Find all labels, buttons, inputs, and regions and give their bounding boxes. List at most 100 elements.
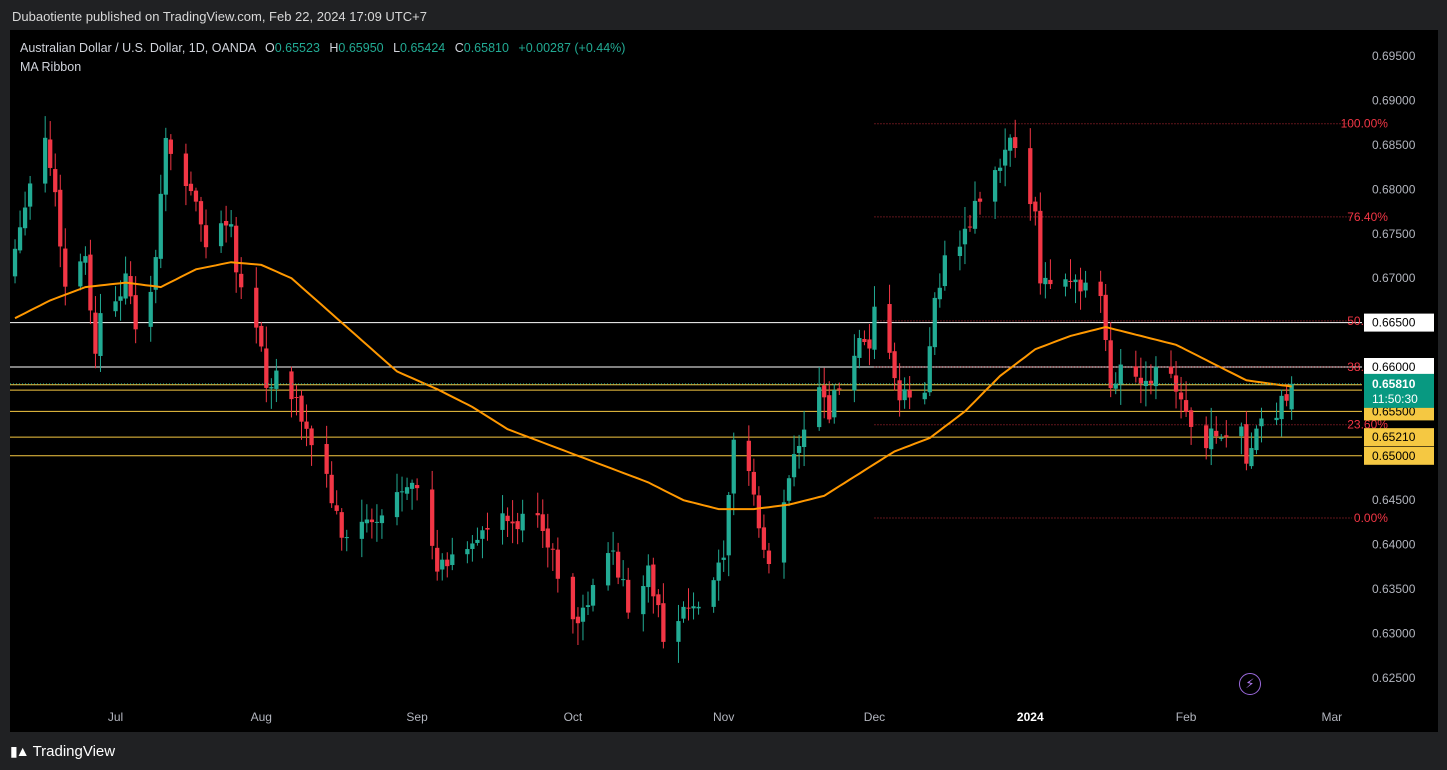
candle-body xyxy=(485,527,490,530)
candle-body xyxy=(53,169,58,193)
candle-body xyxy=(751,471,756,495)
x-tick-label: Sep xyxy=(406,710,428,724)
footer-brand: ▮▲ TradingView xyxy=(10,740,115,762)
candle-body xyxy=(1244,424,1249,464)
candle-body xyxy=(364,519,369,524)
candle-body xyxy=(1289,383,1294,410)
candle-body xyxy=(309,428,314,446)
candle-body xyxy=(716,562,721,581)
candle-body xyxy=(796,445,802,453)
candle-body xyxy=(168,139,173,154)
candle-body xyxy=(962,228,968,245)
x-tick-label: Aug xyxy=(251,710,272,724)
price-chart[interactable]: 0.69500 0.69000 0.68500 0.68000 0.67500 0.670… xyxy=(10,30,1438,732)
candle-body xyxy=(304,421,309,429)
y-tick-label: 0.63500 xyxy=(1372,582,1416,596)
candle-body xyxy=(1083,282,1088,291)
candle-body xyxy=(1038,210,1043,284)
candle-body xyxy=(907,390,912,398)
candle-body xyxy=(193,190,199,202)
candle-body xyxy=(153,257,158,290)
candle-body xyxy=(761,527,767,550)
candle-body xyxy=(404,487,410,494)
candle-body xyxy=(334,505,339,511)
x-tick-label: 2024 xyxy=(1017,710,1044,724)
candle-body xyxy=(786,478,792,501)
candle-body xyxy=(1219,437,1224,439)
brand-name: TradingView xyxy=(32,743,116,760)
candle-body xyxy=(686,607,691,609)
candle-body xyxy=(83,256,88,263)
candle-body xyxy=(721,557,726,560)
candle-body xyxy=(218,223,224,247)
low-value: 0.65424 xyxy=(400,41,446,55)
candle-body xyxy=(570,576,576,620)
candle-body xyxy=(1133,366,1138,377)
candle-body xyxy=(711,580,716,607)
candle-body xyxy=(837,388,842,390)
candle-body xyxy=(756,495,762,529)
candle-body xyxy=(264,348,269,388)
candle-body xyxy=(234,225,239,273)
symbol-title: Australian Dollar / U.S. Dollar, 1D, OAN… xyxy=(20,41,256,55)
candle-body xyxy=(399,491,405,493)
candle-body xyxy=(726,495,731,556)
candle-body xyxy=(505,515,510,522)
symbol-ohlc-row: Australian Dollar / U.S. Dollar, 1D, OAN… xyxy=(20,39,625,58)
candle-body xyxy=(1043,277,1048,285)
candle-body xyxy=(48,139,53,168)
indicator-row[interactable]: MA Ribbon xyxy=(20,58,625,77)
candle-body xyxy=(1284,394,1289,401)
candle-body xyxy=(12,248,18,277)
candle-body xyxy=(339,512,344,538)
candle-body xyxy=(972,200,978,229)
candle-body xyxy=(555,549,560,579)
candle-body xyxy=(1279,395,1284,420)
candle-body xyxy=(440,559,445,570)
candle-body xyxy=(118,296,123,301)
y-tick-label: 0.69500 xyxy=(1372,49,1416,63)
candle-body xyxy=(997,167,1003,171)
candle-body xyxy=(17,227,23,251)
candle-body xyxy=(369,519,375,523)
candle-body xyxy=(872,306,877,350)
candle-body xyxy=(1224,435,1229,437)
candle-body xyxy=(1168,366,1174,374)
candle-body xyxy=(651,564,656,597)
candle-body xyxy=(857,338,862,358)
price-level-badge-label: 0.66000 xyxy=(1372,360,1416,374)
price-level-badge xyxy=(1364,446,1434,465)
candle-body xyxy=(892,351,897,379)
candle-body xyxy=(1118,364,1123,385)
candle-body xyxy=(575,616,581,624)
chart-panel[interactable]: 0.69500 0.69000 0.68500 0.68000 0.67500 0.670… xyxy=(10,30,1438,732)
candle-body xyxy=(661,603,666,642)
y-tick-label: 0.64500 xyxy=(1372,493,1416,507)
y-tick-label: 0.67000 xyxy=(1372,271,1416,285)
candle-body xyxy=(183,153,189,187)
candle-body xyxy=(1103,294,1108,340)
candle-body xyxy=(1188,410,1194,427)
candle-body xyxy=(626,579,631,613)
candle-body xyxy=(470,543,475,549)
candle-body xyxy=(465,549,470,555)
candle-body xyxy=(922,392,927,400)
candle-body xyxy=(344,537,349,539)
y-tick-label: 0.69000 xyxy=(1372,94,1416,108)
candle-body xyxy=(88,254,93,311)
publish-header: Dubaotiente published on TradingView.com… xyxy=(0,0,1447,30)
candle-body xyxy=(329,474,334,504)
candle-body xyxy=(932,297,937,348)
candle-body xyxy=(294,397,299,399)
candle-body xyxy=(1183,400,1189,412)
indicator-name[interactable]: MA Ribbon xyxy=(20,60,82,74)
candle-body xyxy=(58,189,63,247)
lightning-icon[interactable]: ⚡ xyxy=(1239,673,1261,695)
candle-body xyxy=(274,370,279,389)
candle-body xyxy=(445,559,450,567)
candle-body xyxy=(1143,380,1149,387)
candle-body xyxy=(239,273,244,288)
candle-body xyxy=(1209,428,1214,450)
candle-body xyxy=(203,225,209,248)
candle-body xyxy=(359,521,364,539)
